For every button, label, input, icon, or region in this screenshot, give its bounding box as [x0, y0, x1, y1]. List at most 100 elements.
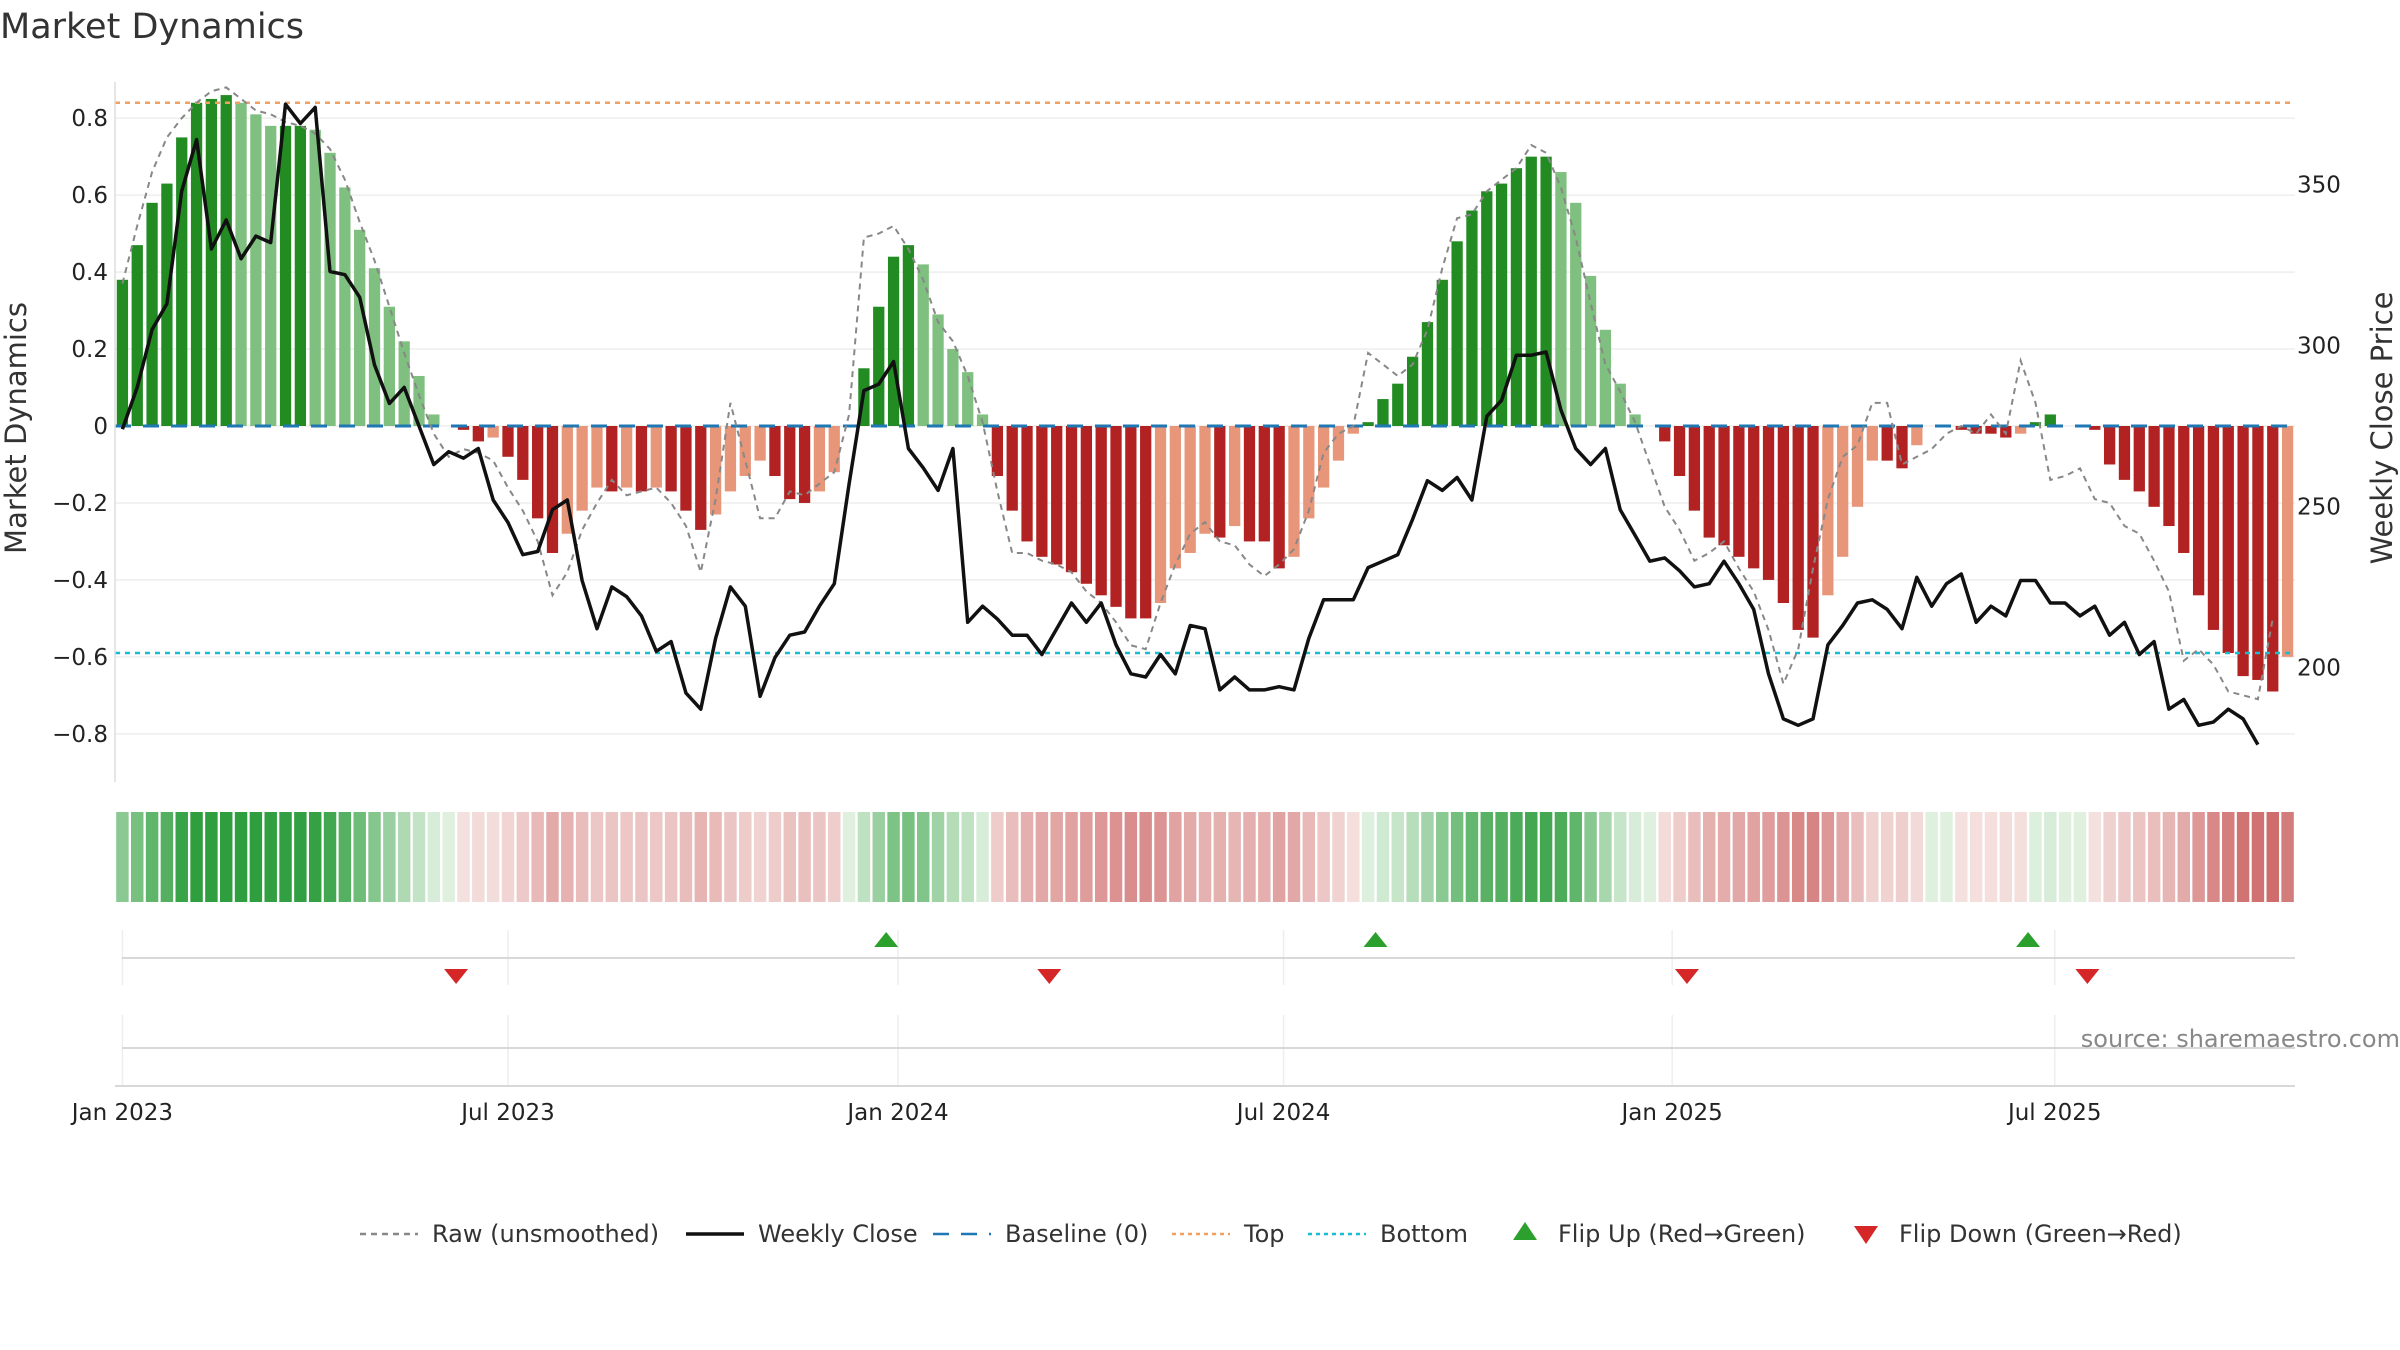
momentum-bar — [932, 314, 944, 426]
momentum-bar — [250, 114, 262, 427]
heat-strip-cell — [605, 812, 619, 902]
momentum-bar — [116, 279, 129, 426]
heat-strip-cell — [1821, 812, 1835, 902]
heat-strip-cell — [1569, 812, 1582, 902]
heat-strip-cell — [709, 812, 722, 902]
momentum-bar — [873, 306, 885, 426]
heat-strip-cell — [2222, 812, 2235, 902]
momentum-bar — [205, 98, 218, 426]
momentum-bar — [294, 125, 307, 426]
heat-strip-cell — [1465, 812, 1479, 902]
x-tick-label: Jul 2024 — [1235, 1100, 1331, 1126]
momentum-bar — [1911, 426, 1923, 446]
momentum-bar — [1985, 426, 1997, 434]
momentum-bar — [1748, 426, 1760, 569]
heat-strip-cell — [145, 812, 159, 902]
heat-strip-cell — [1020, 812, 1034, 902]
heat-strip-cell — [1614, 812, 1627, 902]
heat-strip-cell — [1332, 812, 1345, 902]
heat-strip-cell — [1109, 812, 1123, 902]
heat-strip-cell — [160, 812, 174, 902]
momentum-bar — [2029, 422, 2042, 426]
momentum-bar — [1184, 426, 1196, 553]
heat-strip-cell — [620, 812, 633, 902]
heat-strip-cell — [1866, 812, 1879, 902]
momentum-bar — [606, 426, 618, 492]
y-tick-label-left: −0.8 — [52, 722, 108, 748]
momentum-bar — [650, 426, 662, 488]
heat-strip-cell — [753, 812, 767, 902]
heat-strip-cell — [1287, 812, 1301, 902]
heat-strip-cell — [1732, 812, 1746, 902]
momentum-bar — [2089, 426, 2101, 430]
momentum-bar — [902, 245, 915, 426]
heat-strip-cell — [1139, 812, 1152, 902]
momentum-bar — [1154, 426, 1167, 603]
heat-strip-cell — [917, 812, 930, 902]
momentum-bar — [1540, 156, 1552, 427]
heat-strip-cell — [2177, 812, 2191, 902]
momentum-bar — [1584, 275, 1597, 426]
momentum-bar — [413, 375, 425, 426]
heat-strip-cell — [1094, 812, 1108, 902]
momentum-bar — [591, 426, 603, 488]
momentum-bar — [2148, 426, 2160, 507]
heat-strip-cell — [590, 812, 604, 902]
momentum-bar — [146, 202, 158, 426]
legend-label: Flip Down (Green→Red) — [1899, 1220, 2182, 1248]
momentum-bar — [309, 129, 321, 426]
momentum-bar — [1822, 426, 1834, 596]
heat-strip-cell — [842, 812, 856, 902]
momentum-bar — [398, 341, 410, 426]
x-axis-ticks: Jan 2023 Jul 2023 Jan 2024 Jul 2024 Jan 2025… — [70, 1100, 2102, 1126]
momentum-bar — [1599, 329, 1612, 426]
momentum-bar — [620, 426, 633, 488]
momentum-bar — [1837, 426, 1849, 557]
heat-strip-cell — [2088, 812, 2102, 902]
heat-strip-cell — [2192, 812, 2205, 902]
y-tick-label-left: −0.4 — [52, 568, 108, 594]
momentum-bar — [828, 426, 840, 473]
momentum-bar — [1451, 241, 1463, 426]
momentum-bar — [813, 426, 826, 492]
flip-up-marker — [1363, 932, 1388, 947]
momentum-bar — [1288, 426, 1300, 557]
heat-strip-cell — [1895, 812, 1909, 902]
momentum-bar — [1570, 202, 1582, 426]
y-tick-label-right: 300 — [2297, 334, 2341, 360]
momentum-bar — [2237, 426, 2249, 677]
heat-strip-cell — [1643, 812, 1657, 902]
momentum-bar — [131, 245, 143, 426]
momentum-bar — [798, 426, 811, 503]
heat-strip-cell — [783, 812, 796, 902]
momentum-bar — [1807, 426, 1819, 638]
momentum-bar — [784, 426, 796, 500]
heat-strip-cell — [427, 812, 441, 902]
momentum-bar — [1555, 172, 1567, 426]
momentum-bar — [2252, 426, 2264, 680]
heat-strip-cell — [946, 812, 960, 902]
heat-strip-cell — [1480, 812, 1493, 902]
heat-strip-cell — [353, 812, 366, 902]
momentum-bar — [2015, 426, 2027, 434]
momentum-bar — [1762, 426, 1775, 580]
momentum-bar — [1718, 426, 1730, 546]
legend-flip-down-icon — [1854, 1226, 1878, 1244]
y-axis-label-left: Market Dynamics — [0, 302, 33, 554]
momentum-bar — [220, 95, 232, 426]
momentum-bar — [339, 187, 351, 426]
momentum-bar — [487, 426, 499, 438]
heat-strip-cell — [2118, 812, 2131, 902]
heat-strip-cell — [813, 812, 826, 902]
momentum-bar — [1332, 426, 1345, 461]
momentum-bar — [1866, 426, 1878, 461]
legend-label: Baseline (0) — [1005, 1220, 1148, 1248]
heat-strip-cell — [1317, 812, 1330, 902]
momentum-bar — [947, 349, 959, 426]
momentum-bar — [1169, 426, 1181, 569]
y-tick-label-right: 200 — [2297, 655, 2341, 681]
heat-strip-cell — [1554, 812, 1568, 902]
heat-strip-cell — [976, 812, 989, 902]
heat-strip-cell — [1154, 812, 1167, 902]
